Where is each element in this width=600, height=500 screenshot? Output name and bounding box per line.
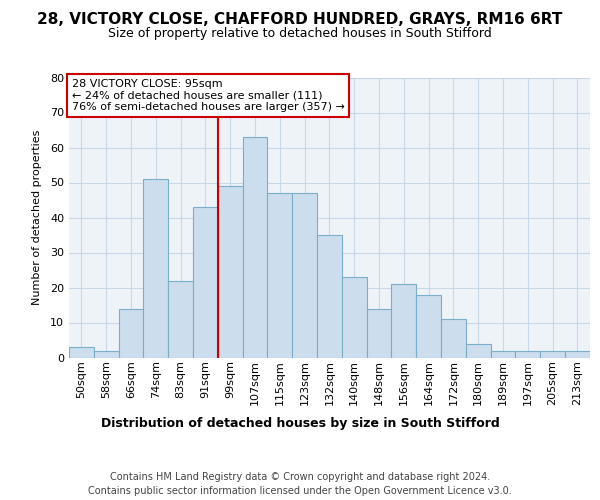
Bar — [317, 235, 342, 358]
Bar — [292, 193, 317, 358]
Bar — [218, 186, 242, 358]
Bar — [367, 308, 391, 358]
Bar — [342, 277, 367, 357]
Bar — [441, 319, 466, 358]
Text: 28, VICTORY CLOSE, CHAFFORD HUNDRED, GRAYS, RM16 6RT: 28, VICTORY CLOSE, CHAFFORD HUNDRED, GRA… — [37, 12, 563, 28]
Text: Contains public sector information licensed under the Open Government Licence v3: Contains public sector information licen… — [88, 486, 512, 496]
Y-axis label: Number of detached properties: Number of detached properties — [32, 130, 41, 305]
Bar — [565, 350, 590, 358]
Bar — [143, 179, 168, 358]
Bar — [540, 350, 565, 358]
Bar — [242, 137, 268, 358]
Bar — [268, 193, 292, 358]
Bar — [491, 350, 515, 358]
Bar — [515, 350, 540, 358]
Text: Distribution of detached houses by size in South Stifford: Distribution of detached houses by size … — [101, 418, 499, 430]
Text: Contains HM Land Registry data © Crown copyright and database right 2024.: Contains HM Land Registry data © Crown c… — [110, 472, 490, 482]
Bar — [193, 207, 218, 358]
Bar — [416, 294, 441, 358]
Text: Size of property relative to detached houses in South Stifford: Size of property relative to detached ho… — [108, 28, 492, 40]
Bar — [168, 280, 193, 357]
Bar — [391, 284, 416, 358]
Bar — [119, 308, 143, 358]
Bar — [466, 344, 491, 357]
Bar — [94, 350, 119, 358]
Text: 28 VICTORY CLOSE: 95sqm
← 24% of detached houses are smaller (111)
76% of semi-d: 28 VICTORY CLOSE: 95sqm ← 24% of detache… — [71, 79, 344, 112]
Bar — [69, 347, 94, 358]
